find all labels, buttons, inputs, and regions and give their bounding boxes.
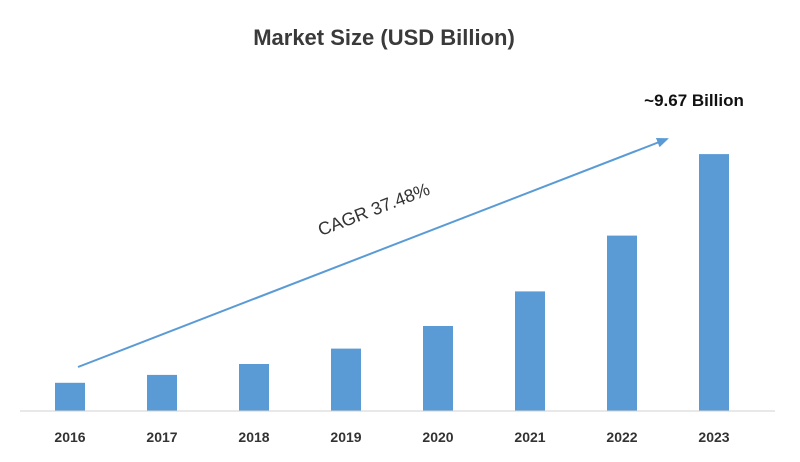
x-tick-2021: 2021 — [514, 429, 545, 445]
cagr-trend-arrow — [77, 137, 669, 368]
x-tick-2019: 2019 — [330, 429, 361, 445]
bar-2017 — [147, 374, 177, 411]
bar-2019 — [331, 348, 361, 411]
x-tick-2023: 2023 — [698, 429, 729, 445]
bar-2022 — [607, 235, 637, 411]
x-tick-2018: 2018 — [238, 429, 269, 445]
bar-2023 — [699, 154, 729, 411]
cagr-label: CAGR 37.48% — [315, 179, 432, 240]
peak-value-callout: ~9.67 Billion — [644, 91, 744, 110]
x-tick-2016: 2016 — [54, 429, 85, 445]
x-tick-2017: 2017 — [146, 429, 177, 445]
x-axis-tick-labels: 2016 2017 2018 2019 2020 2021 2022 2023 — [54, 429, 729, 445]
bar-2020 — [423, 326, 453, 411]
chart-title: Market Size (USD Billion) — [253, 25, 515, 50]
bar-2021 — [515, 291, 545, 411]
bar-2018 — [239, 364, 269, 411]
bar-series — [55, 154, 729, 411]
x-tick-2022: 2022 — [606, 429, 637, 445]
bar-2016 — [55, 382, 85, 411]
x-tick-2020: 2020 — [422, 429, 453, 445]
